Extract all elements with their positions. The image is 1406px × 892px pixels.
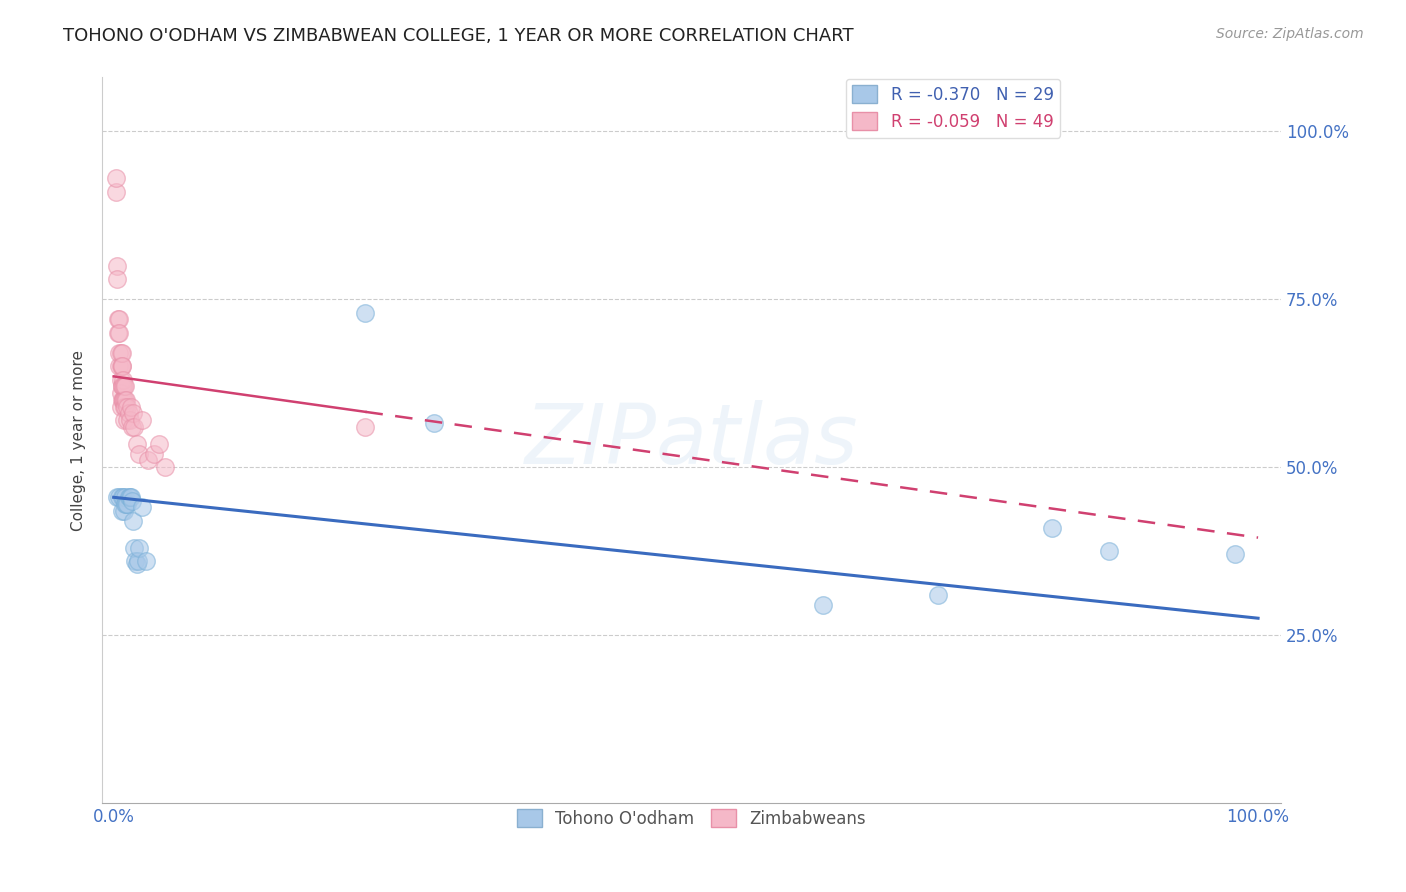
Point bbox=[111, 359, 134, 374]
Point bbox=[148, 436, 170, 450]
Point bbox=[142, 447, 165, 461]
Point bbox=[108, 491, 131, 505]
Text: Source: ZipAtlas.com: Source: ZipAtlas.com bbox=[1216, 27, 1364, 41]
Point bbox=[121, 419, 143, 434]
Point bbox=[110, 346, 132, 360]
Point bbox=[128, 447, 150, 461]
Text: ZIPatlas: ZIPatlas bbox=[524, 400, 859, 481]
Point bbox=[117, 413, 139, 427]
Point bbox=[110, 386, 132, 401]
Point bbox=[111, 392, 134, 407]
Point bbox=[117, 406, 139, 420]
Point bbox=[111, 346, 134, 360]
Point bbox=[122, 514, 145, 528]
Point bbox=[127, 554, 149, 568]
Point bbox=[111, 379, 134, 393]
Point bbox=[111, 504, 134, 518]
Point bbox=[122, 419, 145, 434]
Point bbox=[111, 373, 134, 387]
Point bbox=[108, 359, 131, 374]
Point bbox=[104, 171, 127, 186]
Point bbox=[117, 491, 139, 505]
Point bbox=[105, 272, 128, 286]
Point bbox=[112, 400, 135, 414]
Point bbox=[112, 392, 135, 407]
Point bbox=[120, 491, 142, 505]
Point bbox=[111, 491, 134, 505]
Point bbox=[107, 312, 129, 326]
Point bbox=[423, 417, 446, 431]
Point bbox=[111, 392, 134, 407]
Point bbox=[108, 346, 131, 360]
Point bbox=[111, 379, 134, 393]
Point bbox=[114, 400, 136, 414]
Point bbox=[354, 305, 377, 319]
Point bbox=[128, 541, 150, 555]
Legend: Tohono O'odham, Zimbabweans: Tohono O'odham, Zimbabweans bbox=[510, 803, 873, 835]
Point bbox=[112, 413, 135, 427]
Point bbox=[121, 493, 143, 508]
Point bbox=[114, 491, 136, 505]
Point bbox=[1040, 520, 1063, 534]
Point bbox=[114, 379, 136, 393]
Point bbox=[122, 406, 145, 420]
Point bbox=[811, 598, 834, 612]
Point bbox=[105, 259, 128, 273]
Point bbox=[135, 554, 157, 568]
Point bbox=[115, 392, 138, 407]
Point bbox=[105, 491, 128, 505]
Point bbox=[118, 413, 141, 427]
Point bbox=[110, 359, 132, 374]
Point bbox=[107, 326, 129, 340]
Point bbox=[125, 558, 148, 572]
Point bbox=[927, 588, 949, 602]
Point bbox=[153, 460, 176, 475]
Point bbox=[136, 453, 159, 467]
Point bbox=[124, 554, 146, 568]
Point bbox=[111, 491, 134, 505]
Point bbox=[1225, 548, 1247, 562]
Point bbox=[111, 379, 134, 393]
Point bbox=[122, 541, 145, 555]
Point bbox=[117, 497, 139, 511]
Point bbox=[112, 379, 135, 393]
Point bbox=[131, 500, 153, 515]
Point bbox=[118, 491, 141, 505]
Point bbox=[354, 419, 377, 434]
Point bbox=[111, 392, 134, 407]
Point bbox=[108, 326, 131, 340]
Text: TOHONO O'ODHAM VS ZIMBABWEAN COLLEGE, 1 YEAR OR MORE CORRELATION CHART: TOHONO O'ODHAM VS ZIMBABWEAN COLLEGE, 1 … bbox=[63, 27, 853, 45]
Point bbox=[110, 373, 132, 387]
Point bbox=[120, 400, 142, 414]
Point bbox=[117, 400, 139, 414]
Y-axis label: College, 1 year or more: College, 1 year or more bbox=[72, 350, 86, 531]
Point bbox=[114, 497, 136, 511]
Point bbox=[104, 185, 127, 199]
Point bbox=[1098, 544, 1121, 558]
Point bbox=[112, 504, 135, 518]
Point bbox=[111, 359, 134, 374]
Point bbox=[125, 436, 148, 450]
Point bbox=[131, 413, 153, 427]
Point bbox=[115, 497, 138, 511]
Point bbox=[108, 312, 131, 326]
Point bbox=[114, 392, 136, 407]
Point bbox=[110, 400, 132, 414]
